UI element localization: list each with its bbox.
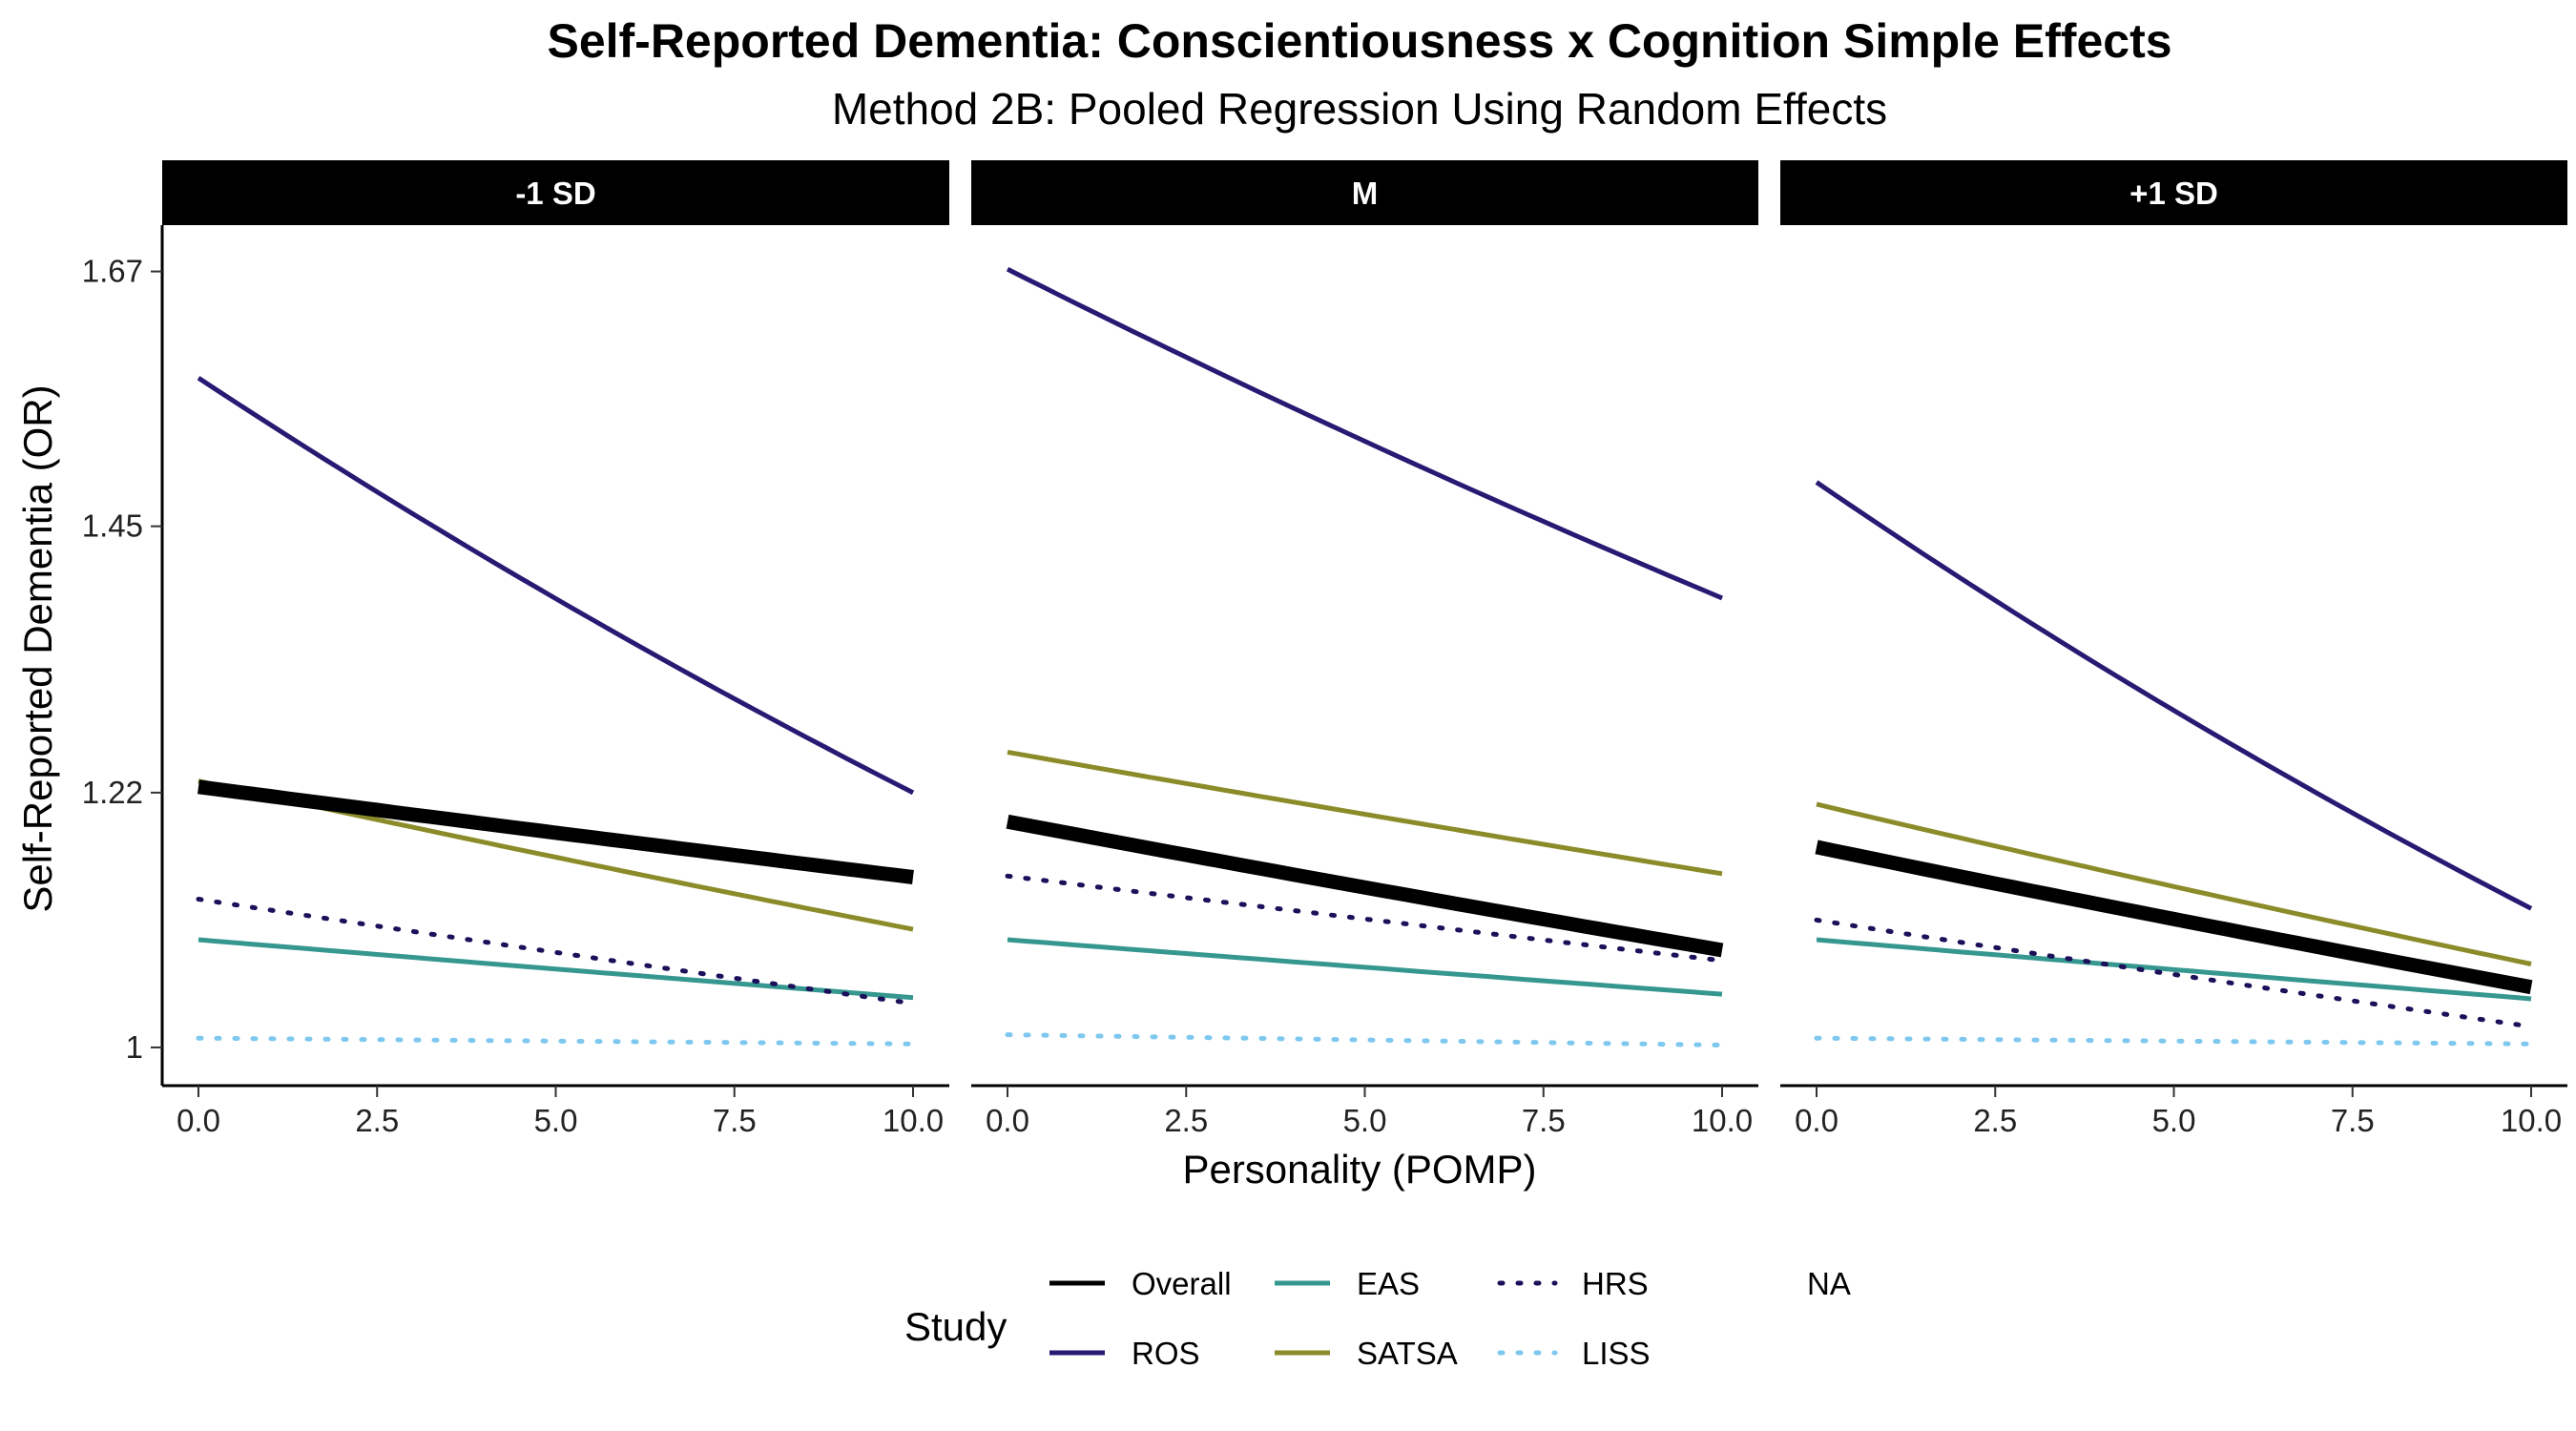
- legend-label: Overall: [1132, 1266, 1232, 1301]
- facet-strip: [162, 160, 949, 225]
- chart-title: Self-Reported Dementia: Conscientiousnes…: [547, 14, 2171, 68]
- legend-item-overall: Overall: [1049, 1266, 1232, 1301]
- legend-label: ROS: [1132, 1336, 1200, 1371]
- facet-panels: -1 SD 1 1.22 1.45 1.67 0.0 2.5 5.0 7.5 10.0 M 0.0 2.…: [82, 160, 2567, 1138]
- panel-1-sd: +1 SD 0.0 2.5 5.0 7.5 10.0: [1780, 160, 2567, 1138]
- panel-1-sd: -1 SD 1 1.22 1.45 1.67 0.0 2.5 5.0 7.5 10.0: [82, 160, 949, 1138]
- series-line-liss: [196, 1035, 916, 1047]
- x-tick-label: 7.5: [713, 1103, 757, 1138]
- y-tick-label: 1.22: [82, 775, 143, 810]
- legend-label: NA: [1807, 1266, 1851, 1301]
- legend-item-ros: ROS: [1049, 1336, 1200, 1371]
- facet-strip: [971, 160, 1758, 225]
- chart-subtitle: Method 2B: Pooled Regression Using Rando…: [832, 84, 1887, 134]
- legend-label: HRS: [1582, 1266, 1649, 1301]
- legend-title: Study: [904, 1304, 1007, 1349]
- legend-item-liss: LISS: [1497, 1336, 1651, 1371]
- y-axis-title: Self-Reported Dementia (OR): [15, 384, 60, 912]
- series-line-liss: [1814, 1035, 2534, 1047]
- series-line-eas: [197, 937, 914, 1001]
- legend-label: SATSA: [1357, 1336, 1458, 1371]
- series-line-overall: [197, 779, 914, 884]
- series-line-hrs: [1814, 917, 2534, 1029]
- x-tick-label: 7.5: [2331, 1103, 2375, 1138]
- x-tick-label: 2.5: [355, 1103, 399, 1138]
- series-line-hrs: [1005, 873, 1725, 964]
- facet-strip: [1780, 160, 2567, 225]
- x-tick-label: 5.0: [2152, 1103, 2196, 1138]
- legend: Study Overall ROS EAS SATSA HRS LISS NA: [904, 1266, 1851, 1371]
- series-line-satsa: [1816, 801, 2532, 966]
- x-tick-label: 0.0: [1795, 1103, 1839, 1138]
- x-tick-label: 2.5: [1164, 1103, 1208, 1138]
- facet-strip-label: M: [1352, 176, 1379, 211]
- y-tick-label: 1: [126, 1029, 143, 1065]
- x-tick-label: 0.0: [986, 1103, 1029, 1138]
- series-line-ros: [197, 376, 915, 796]
- y-tick-label: 1.67: [82, 254, 143, 289]
- x-axis-title: Personality (POMP): [1182, 1147, 1536, 1192]
- facet-strip-label: -1 SD: [515, 176, 595, 211]
- panel-m: M 0.0 2.5 5.0 7.5 10.0: [971, 160, 1758, 1138]
- legend-item-na: NA: [1807, 1266, 1851, 1301]
- series-line-overall: [1815, 840, 2533, 995]
- x-tick-label: 10.0: [1692, 1103, 1753, 1138]
- x-tick-label: 10.0: [2501, 1103, 2562, 1138]
- series-line-eas: [1816, 937, 2532, 1002]
- series-line-ros: [1815, 480, 2533, 911]
- legend-item-eas: EAS: [1275, 1266, 1420, 1301]
- series-line-liss: [1005, 1032, 1725, 1047]
- y-tick-label: 1.45: [82, 508, 143, 544]
- series-line-ros: [1006, 266, 1723, 601]
- facet-strip-label: +1 SD: [2129, 176, 2218, 211]
- legend-item-hrs: HRS: [1497, 1266, 1649, 1301]
- series-line-overall: [1006, 814, 1724, 958]
- legend-label: EAS: [1357, 1266, 1420, 1301]
- legend-item-satsa: SATSA: [1275, 1336, 1458, 1371]
- series-line-hrs: [196, 897, 916, 1006]
- x-tick-label: 2.5: [1973, 1103, 2017, 1138]
- series-line-satsa: [1007, 749, 1723, 877]
- x-tick-label: 0.0: [177, 1103, 220, 1138]
- series-line-eas: [1007, 937, 1723, 997]
- x-tick-label: 7.5: [1522, 1103, 1566, 1138]
- legend-label: LISS: [1582, 1336, 1651, 1371]
- x-tick-label: 10.0: [883, 1103, 944, 1138]
- x-tick-label: 5.0: [1343, 1103, 1387, 1138]
- x-tick-label: 5.0: [534, 1103, 578, 1138]
